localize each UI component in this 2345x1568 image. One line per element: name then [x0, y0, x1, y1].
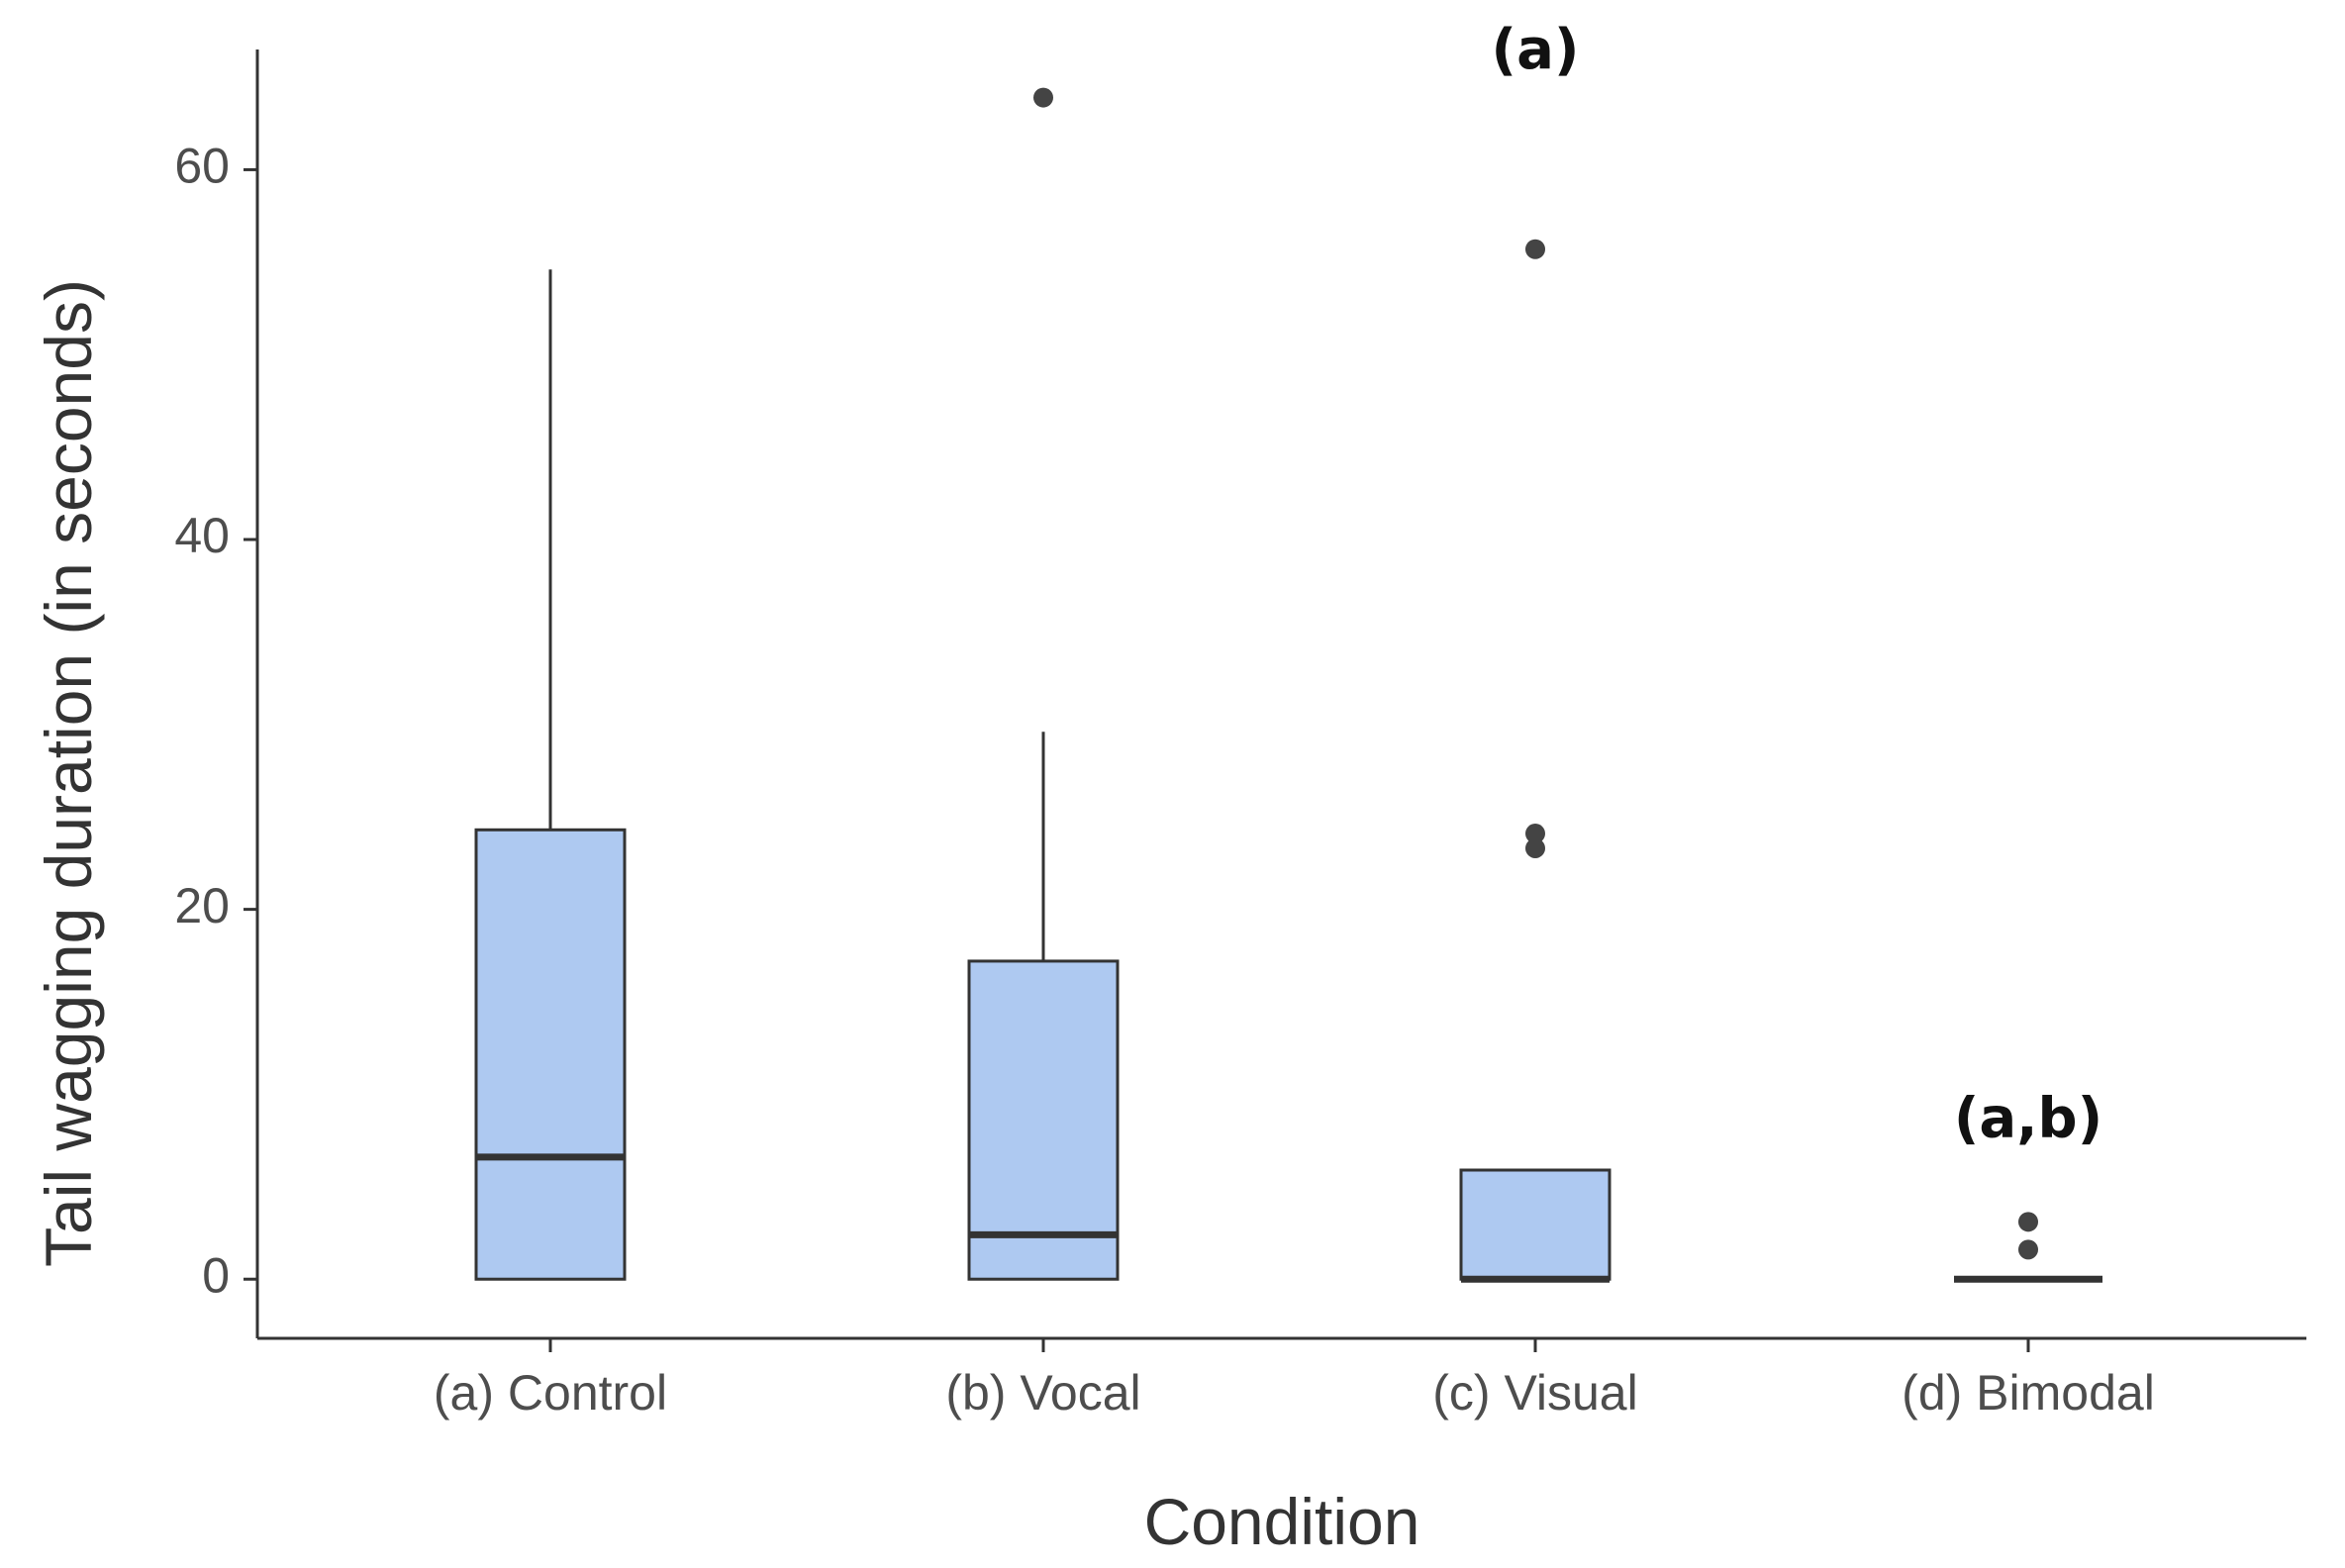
x-tick-label: (d) Bimodal: [1902, 1365, 2155, 1421]
box-iqr: [474, 828, 627, 1281]
x-axis-title: Condition: [1144, 1485, 1420, 1558]
outlier-point: [1525, 837, 1545, 858]
plot-marks: [474, 87, 2102, 1283]
box-group-1: [474, 269, 627, 1281]
x-tick-label: (a) Control: [434, 1365, 667, 1421]
axes: [244, 49, 2306, 1352]
y-axis-title: Tail wagging duration (in seconds): [32, 279, 105, 1267]
x-tick-label: (b) Vocal: [945, 1365, 1140, 1421]
outlier-point: [1033, 87, 1053, 108]
box-group-2: [967, 87, 1120, 1281]
box-group-4: [1954, 1212, 2102, 1283]
axis-labels: (a) (a,b) 0 20 40 60 (a) Control (b) Vocal (c) V…: [32, 18, 2155, 1558]
significance-annotation: (a): [1492, 18, 1580, 82]
y-tick-label: 0: [202, 1247, 230, 1303]
y-tick-label: 60: [174, 139, 230, 194]
box-iqr: [967, 959, 1120, 1281]
outlier-point: [2018, 1212, 2038, 1232]
outlier-point: [1525, 239, 1545, 259]
outlier-point: [2018, 1239, 2038, 1260]
y-tick-label: 40: [174, 508, 230, 563]
significance-annotation: (a,b): [1954, 1087, 2102, 1151]
outlier-point: [1525, 824, 1545, 844]
box-iqr: [1459, 1168, 1612, 1281]
x-tick-label: (c) Visual: [1432, 1365, 1637, 1421]
box-group-3: [1459, 239, 1612, 1283]
y-tick-label: 20: [174, 878, 230, 933]
